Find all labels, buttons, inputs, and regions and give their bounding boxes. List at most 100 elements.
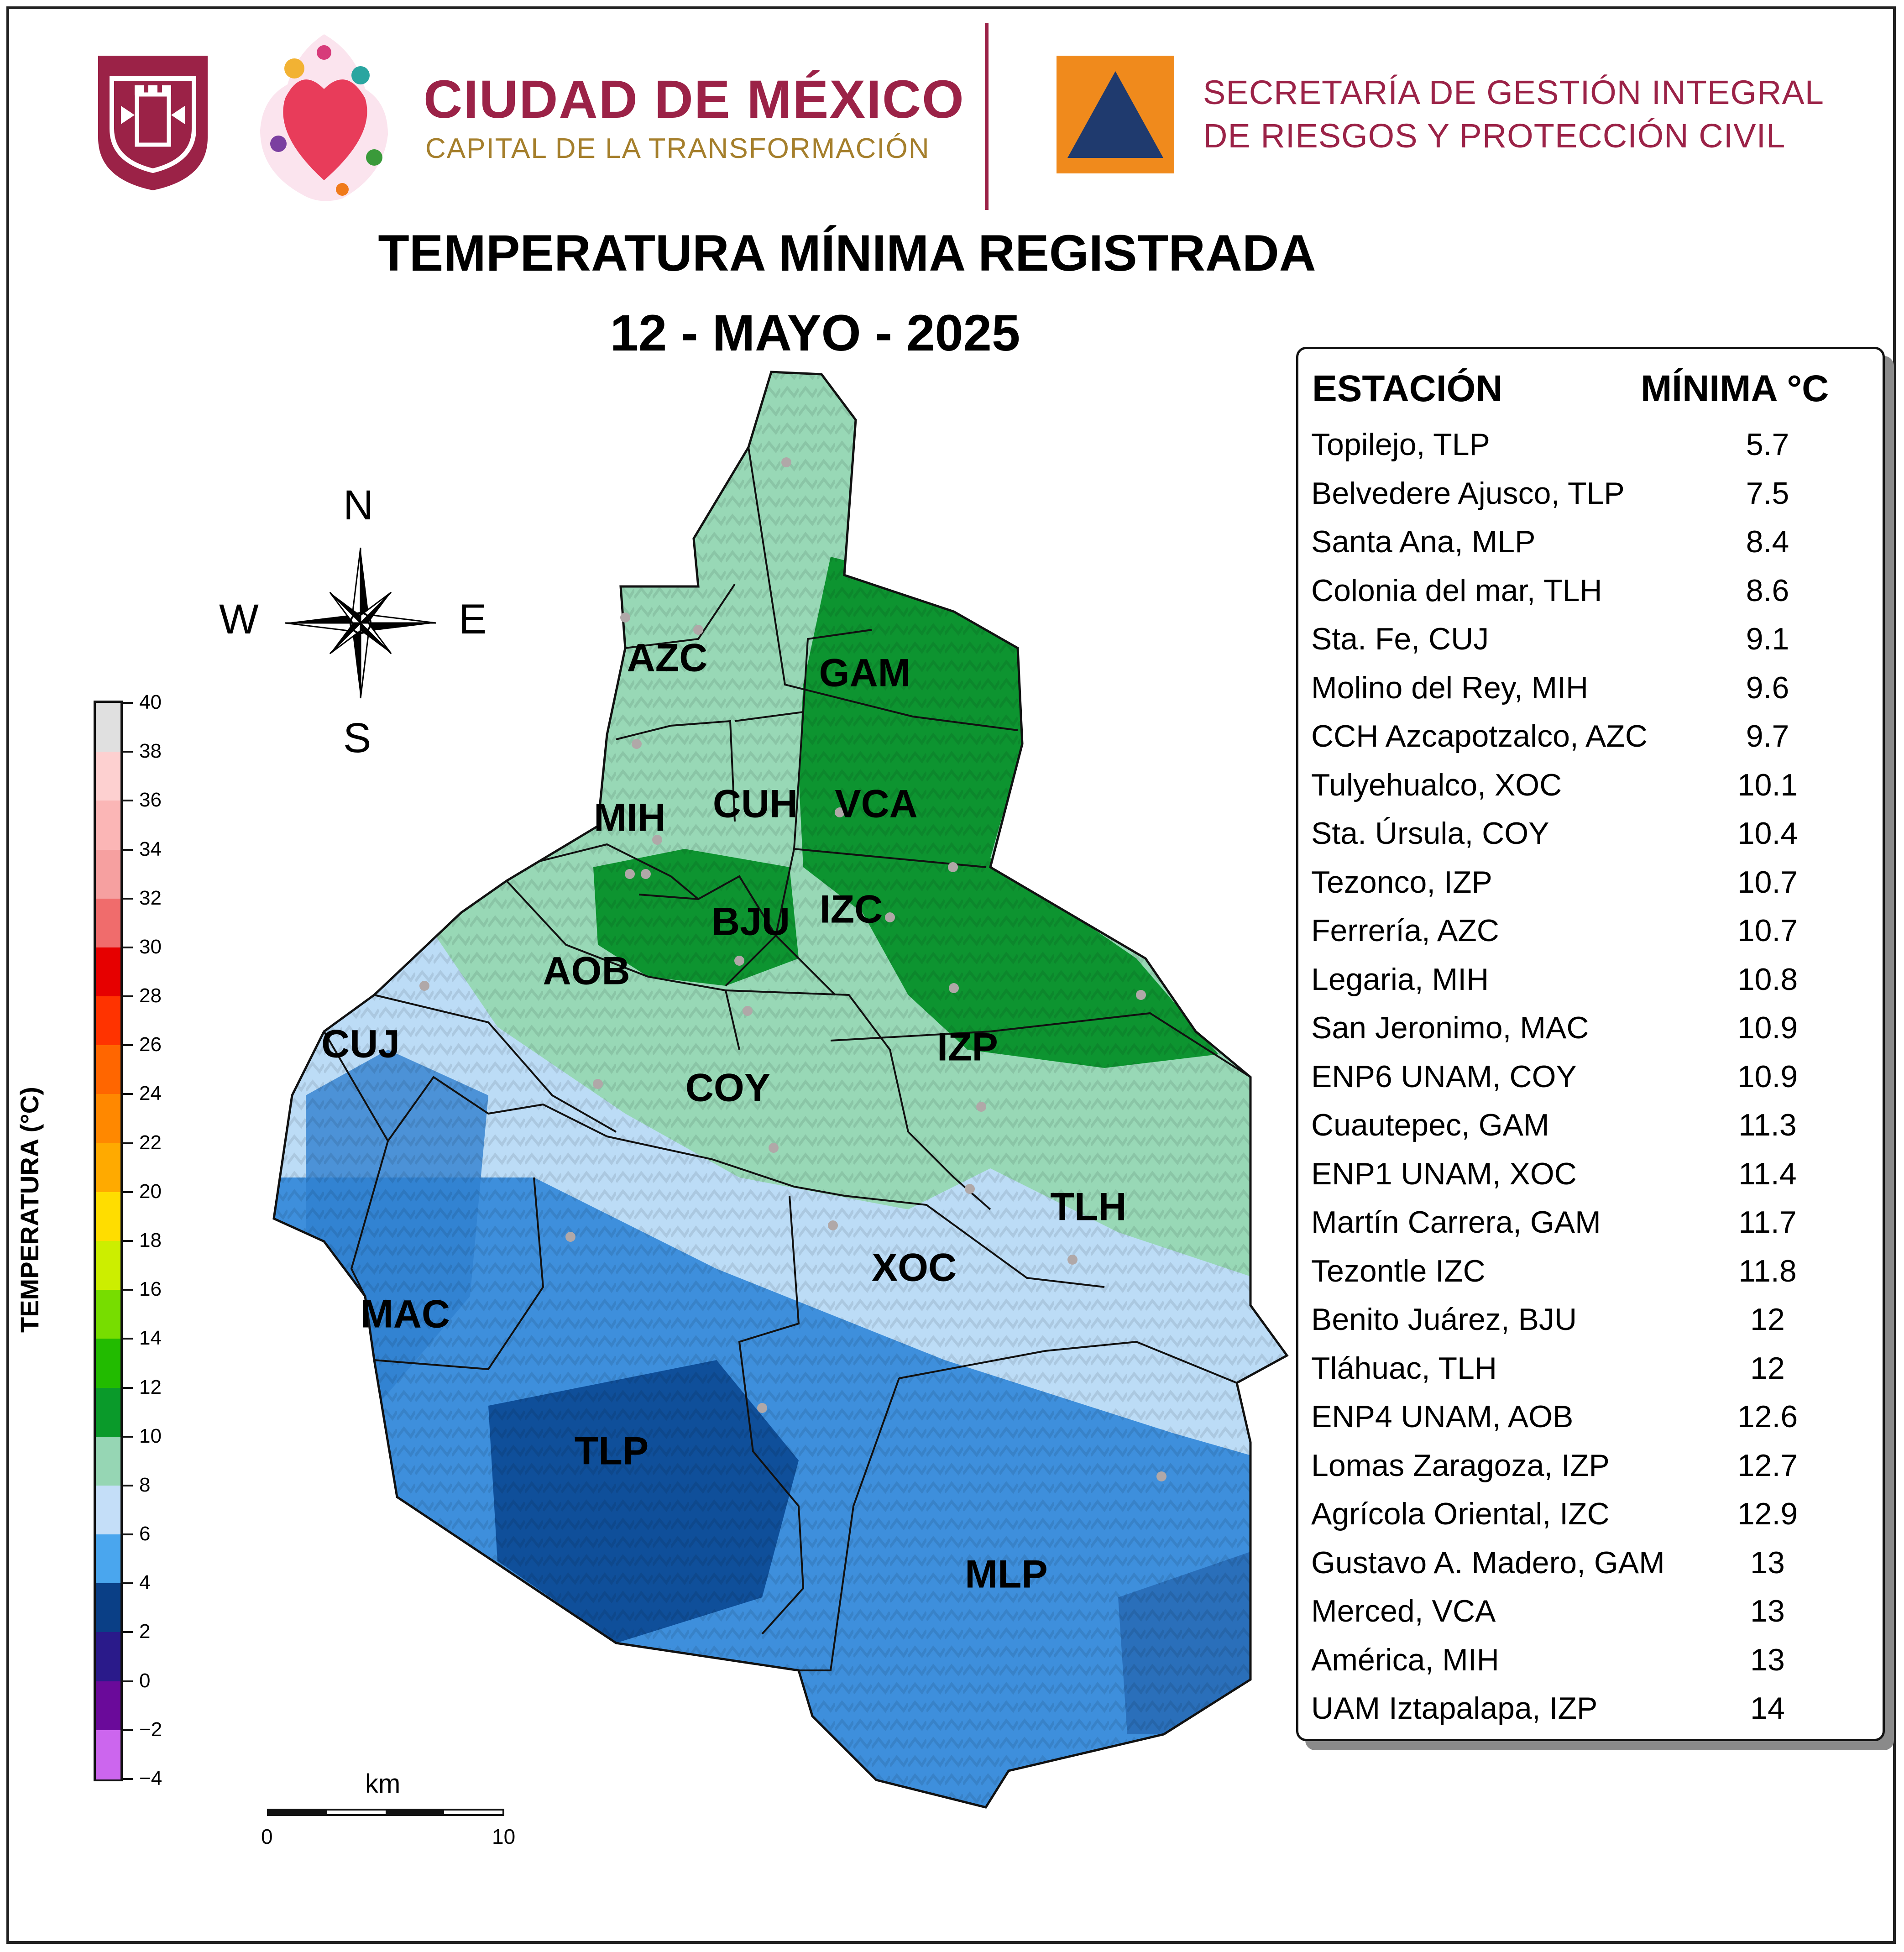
city-boundary xyxy=(272,371,1289,1809)
colorbar-tick xyxy=(123,1729,133,1731)
colorbar-tick xyxy=(123,702,133,704)
station-row: CCH Azcapotzalco, AZC 9.7 xyxy=(1311,718,1873,767)
station-min-temp: 7.5 xyxy=(1746,476,1789,511)
station-name: Benito Juárez, BJU xyxy=(1311,1302,1577,1337)
station-name: Topilejo, TLP xyxy=(1311,427,1490,462)
colorbar-title: TEMPERATURA (°C) xyxy=(15,1087,44,1333)
colorbar-segment xyxy=(96,1583,120,1633)
station-min-temp: 14 xyxy=(1750,1691,1785,1726)
station-row: Topilejo, TLP 5.7 xyxy=(1311,427,1873,475)
station-name: Legaria, MIH xyxy=(1311,962,1489,997)
district-label-mih: MIH xyxy=(594,795,666,840)
station-row: Ferrería, AZC 10.7 xyxy=(1311,913,1873,961)
station-name: ENP4 UNAM, AOB xyxy=(1311,1399,1574,1434)
colorbar-segment xyxy=(96,1730,120,1779)
colorbar-tick-label: 32 xyxy=(139,886,162,909)
station-min-temp: 11.8 xyxy=(1738,1253,1797,1288)
compass-east-label: E xyxy=(459,596,487,643)
colorbar-tick-label: 4 xyxy=(139,1571,151,1594)
station-min-temp: 10.8 xyxy=(1737,962,1798,997)
station-min-temp: 12.7 xyxy=(1737,1448,1798,1483)
colorbar-segment xyxy=(96,947,120,997)
station-row: Martín Carrera, GAM 11.7 xyxy=(1311,1204,1873,1253)
colorbar-tick xyxy=(123,1680,133,1682)
station-name: Sta. Úrsula, COY xyxy=(1311,816,1549,851)
header-divider xyxy=(985,23,989,210)
station-min-temp: 11.3 xyxy=(1738,1108,1797,1142)
station-row: Belvedere Ajusco, TLP 7.5 xyxy=(1311,476,1873,524)
minimum-column-header: MÍNIMA °C xyxy=(1641,368,1829,409)
colorbar-tick xyxy=(123,1044,133,1047)
station-name: Ferrería, AZC xyxy=(1311,913,1499,948)
colorbar-segment xyxy=(96,801,120,850)
compass-west-label: W xyxy=(219,596,259,643)
district-label-gam: GAM xyxy=(819,651,911,695)
station-name: América, MIH xyxy=(1311,1642,1499,1677)
station-min-temp: 12.6 xyxy=(1737,1399,1798,1434)
station-row: Sta. Fe, CUJ 9.1 xyxy=(1311,621,1873,670)
colorbar-tick-label: 40 xyxy=(139,691,162,713)
station-name: Tulyehualco, XOC xyxy=(1311,767,1562,802)
station-min-temp: 13 xyxy=(1750,1594,1785,1628)
station-row: Santa Ana, MLP 8.4 xyxy=(1311,524,1873,572)
station-name: Tláhuac, TLH xyxy=(1311,1350,1497,1386)
station-row: ENP6 UNAM, COY 10.9 xyxy=(1311,1059,1873,1107)
station-min-temp: 10.7 xyxy=(1737,864,1798,900)
colorbar-tick-label: 20 xyxy=(139,1180,162,1203)
district-label-coy: COY xyxy=(685,1066,771,1110)
district-label-izp: IZP xyxy=(937,1025,998,1069)
station-min-temp: 12 xyxy=(1750,1350,1785,1386)
station-name: San Jeronimo, MAC xyxy=(1311,1010,1589,1045)
org-name: CIUDAD DE MÉXICO xyxy=(424,69,965,130)
district-label-cuh: CUH xyxy=(712,782,798,826)
station-row: Sta. Úrsula, COY 10.4 xyxy=(1311,816,1873,864)
colorbar-tick xyxy=(123,1338,133,1340)
colorbar-tick xyxy=(123,1191,133,1193)
station-row: Merced, VCA 13 xyxy=(1311,1593,1873,1642)
colorbar-tick xyxy=(123,800,133,802)
district-label-tlh: TLH xyxy=(1050,1185,1127,1229)
colorbar-tick xyxy=(123,1533,133,1536)
colorbar-tick-label: 8 xyxy=(139,1473,151,1496)
page-frame xyxy=(6,6,1896,1944)
station-row: Tláhuac, TLH 12 xyxy=(1311,1350,1873,1399)
station-min-temp: 5.7 xyxy=(1746,427,1789,462)
colorbar-tick-label: 28 xyxy=(139,984,162,1007)
station-row: Legaria, MIH 10.8 xyxy=(1311,962,1873,1010)
temperature-map xyxy=(272,371,1289,1809)
station-name: Tezonco, IZP xyxy=(1311,864,1492,900)
colorbar-tick xyxy=(123,848,133,851)
district-label-xoc: XOC xyxy=(871,1246,957,1290)
station-name: Martín Carrera, GAM xyxy=(1311,1205,1601,1240)
colorbar-tick-label: 14 xyxy=(139,1327,162,1350)
colorbar-tick-label: 24 xyxy=(139,1082,162,1105)
station-name: Colonia del mar, TLH xyxy=(1311,573,1602,608)
colorbar-tick-label: −4 xyxy=(139,1767,162,1790)
scale-bar xyxy=(267,1809,504,1816)
colorbar-segment xyxy=(96,1534,120,1584)
station-min-temp: 11.7 xyxy=(1738,1205,1797,1240)
map-title: TEMPERATURA MÍNIMA REGISTRADA xyxy=(378,225,1316,282)
district-label-cuj: CUJ xyxy=(321,1022,400,1066)
district-label-izc: IZC xyxy=(819,887,883,932)
station-name: Merced, VCA xyxy=(1311,1594,1496,1628)
colorbar-tick-label: 2 xyxy=(139,1620,151,1643)
station-row: UAM Iztapalapa, IZP 14 xyxy=(1311,1690,1873,1739)
colorbar-tick xyxy=(123,1093,133,1095)
station-row: Gustavo A. Madero, GAM 13 xyxy=(1311,1545,1873,1593)
colorbar-segment xyxy=(96,703,120,753)
station-min-temp: 9.1 xyxy=(1746,622,1789,656)
secretariat-line-1: SECRETARÍA DE GESTIÓN INTEGRAL xyxy=(1203,73,1824,111)
colorbar-tick xyxy=(123,1240,133,1242)
colorbar-tick xyxy=(123,1631,133,1633)
map-date: 12 - MAYO - 2025 xyxy=(610,304,1020,361)
station-row: San Jeronimo, MAC 10.9 xyxy=(1311,1010,1873,1058)
station-name: Santa Ana, MLP xyxy=(1311,524,1536,559)
station-name: Gustavo A. Madero, GAM xyxy=(1311,1545,1665,1580)
secretariat-line-2: DE RIESGOS Y PROTECCIÓN CIVIL xyxy=(1203,117,1786,155)
station-markers xyxy=(419,457,1166,1481)
station-name: Cuautepec, GAM xyxy=(1311,1108,1549,1142)
colorbar-tick xyxy=(123,1289,133,1291)
colorbar-segment xyxy=(96,1192,120,1241)
station-min-temp: 12.9 xyxy=(1737,1497,1798,1531)
